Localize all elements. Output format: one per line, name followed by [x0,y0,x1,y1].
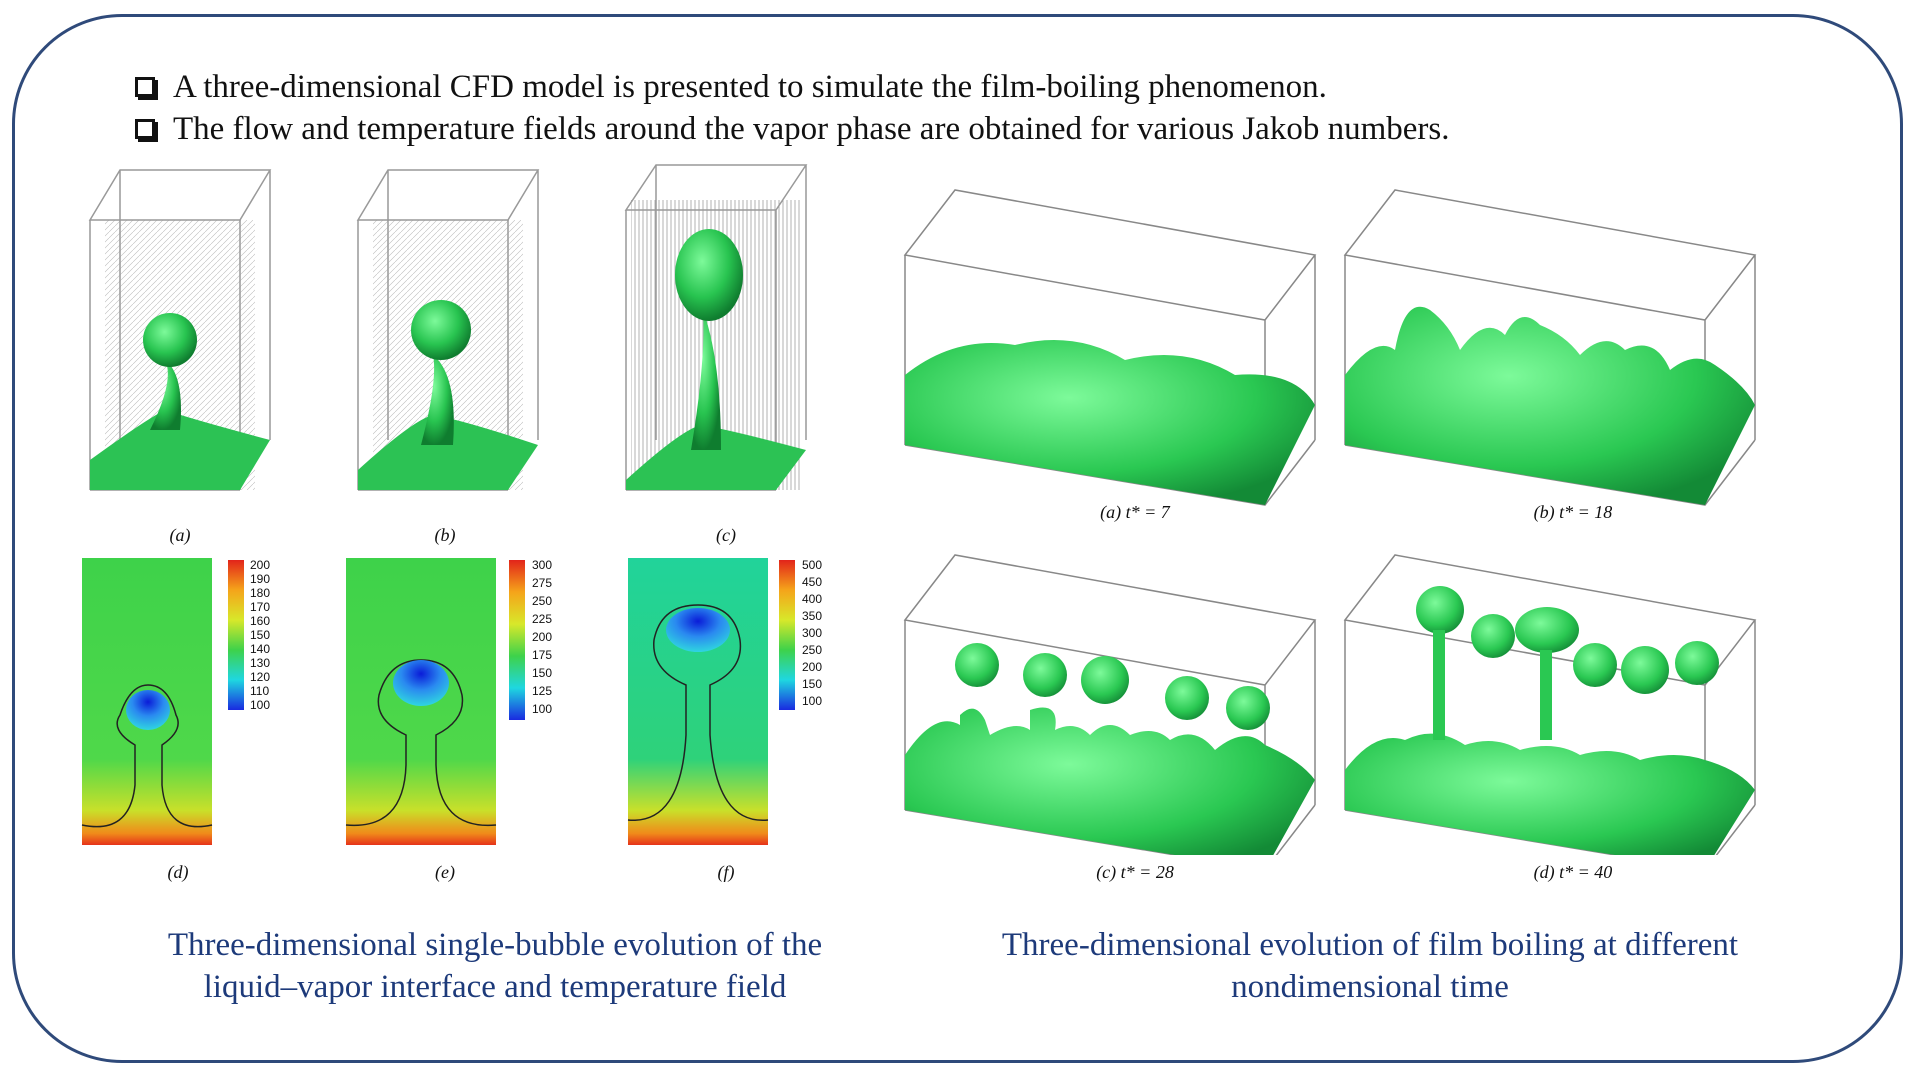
colorbar-d-ticks: 200 190 180 170 160 150 140 130 120 110 … [250,558,270,712]
label-b: (b) [434,525,456,545]
tick: 450 [802,575,822,589]
caption-line: Three-dimensional evolution of film boil… [1001,927,1739,963]
rounded-frame [12,14,1903,1063]
colorbar-f-ticks: 500 450 400 350 300 250 200 150 100 [802,558,822,708]
film-label-c: (c) t* = 28 [1096,862,1174,882]
tick: 200 [250,558,270,572]
label-c: (c) [716,525,736,545]
tick: 180 [250,586,270,600]
film-box-d [1343,554,1757,855]
caption-line: Three-dimensional single-bubble evolutio… [167,927,823,963]
tick: 120 [250,670,270,684]
bubble-box-c [624,164,808,491]
tick: 400 [802,592,822,606]
tick: 250 [532,594,552,608]
tick: 140 [250,642,270,656]
bubble-box-a [88,169,272,491]
film-box-b [1343,189,1757,506]
checkbox-icon [135,119,155,139]
tick: 250 [802,643,822,657]
tick: 150 [532,666,552,680]
tick: 200 [802,660,822,674]
tick: 300 [532,558,552,572]
tick: 275 [532,576,552,590]
label-a: (a) [169,525,191,545]
tick: 100 [802,694,822,708]
bullet-list: A three-dimensional CFD model is present… [135,66,1449,150]
caption-line: liquid–vapor interface and temperature f… [203,969,787,1005]
film-box-a [903,189,1317,506]
checkbox-icon [135,77,155,97]
film-label-a: (a) t* = 7 [1100,502,1170,522]
tick: 130 [250,656,270,670]
bullet-text: The flow and temperature fields around t… [173,111,1450,147]
caption-line: nondimensional time [1231,969,1509,1005]
label-e: (e) [435,862,455,882]
bullet-item: The flow and temperature fields around t… [135,108,1449,150]
tick: 175 [532,648,552,662]
tick: 225 [532,612,552,626]
tick: 190 [250,572,270,586]
tick: 500 [802,558,822,572]
film-label-d: (d) t* = 40 [1533,862,1613,882]
temp-field-e [345,558,525,845]
tick: 150 [802,677,822,691]
right-caption: Three-dimensional evolution of film boil… [945,924,1795,1008]
tick: 100 [250,698,270,712]
tick: 125 [532,684,552,698]
tick: 170 [250,600,270,614]
tick: 350 [802,609,822,623]
colorbar-e-ticks: 300 275 250 225 200 175 150 125 100 [532,558,552,716]
tick: 150 [250,628,270,642]
film-label-b: (b) t* = 18 [1533,502,1613,522]
bullet-item: A three-dimensional CFD model is present… [135,66,1449,108]
tick: 200 [532,630,552,644]
bubble-box-b [356,169,540,491]
tick: 300 [802,626,822,640]
temperature-fields: 200 190 180 170 160 150 140 130 120 110 … [81,558,822,845]
bubble-3d-panels [88,164,808,491]
tick: 160 [250,614,270,628]
label-d: (d) [167,862,189,882]
tick: 100 [532,702,552,716]
temp-field-d [81,558,244,845]
label-f: (f) [717,862,735,882]
left-caption: Three-dimensional single-bubble evolutio… [100,924,890,1008]
tick: 110 [250,684,269,698]
film-box-c [903,554,1317,855]
bullet-text: A three-dimensional CFD model is present… [173,69,1327,105]
film-boiling-panels [903,189,1757,855]
temp-field-f [627,558,795,845]
